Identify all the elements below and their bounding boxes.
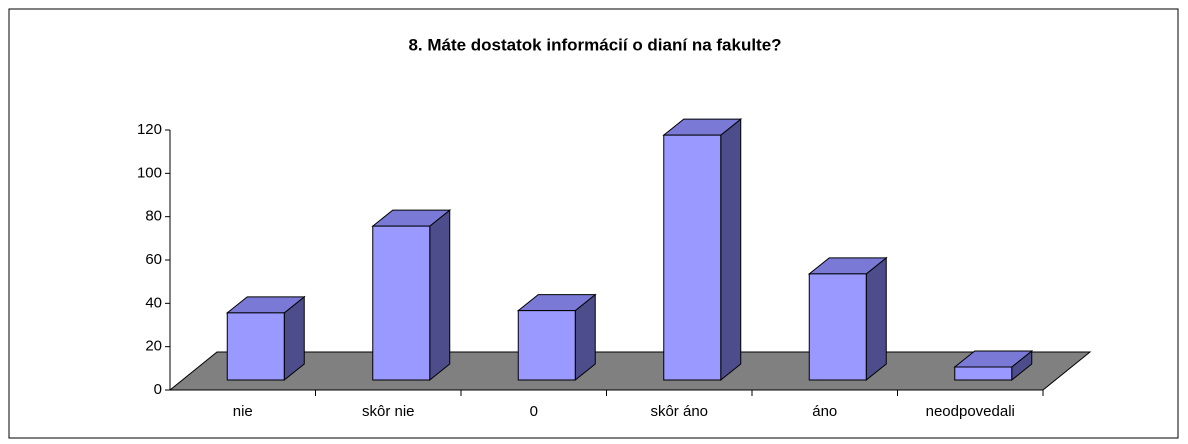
- chart-title: 8. Máte dostatok informácií o dianí na f…: [408, 35, 781, 54]
- bar-side: [865, 256, 887, 382]
- bar: [225, 295, 306, 382]
- x-tick-label: áno: [812, 403, 837, 420]
- y-tick-label: 40: [145, 294, 162, 311]
- floor: [168, 351, 1092, 391]
- bar: [807, 256, 888, 382]
- x-tick-label: nie: [233, 403, 253, 420]
- bar-front: [808, 273, 867, 381]
- bar-front: [663, 134, 722, 381]
- bar-front: [226, 312, 285, 381]
- bar: [371, 209, 452, 382]
- y-tick-label: 0: [154, 381, 162, 398]
- x-tick-label: skôr nie: [362, 403, 415, 420]
- y-tick-label: 100: [137, 164, 162, 181]
- bar: [953, 349, 1034, 382]
- y-tick-label: 20: [145, 338, 162, 355]
- bar-side: [720, 118, 742, 382]
- x-tick-label: skôr áno: [650, 403, 708, 420]
- y-tick-label: 120: [137, 121, 162, 138]
- bar-side: [429, 209, 451, 382]
- bar: [516, 293, 597, 382]
- y-tick-label: 60: [145, 251, 162, 268]
- bar: [662, 118, 743, 382]
- x-tick-label: 0: [530, 403, 538, 420]
- y-tick-label: 80: [145, 208, 162, 225]
- bar-front: [372, 225, 431, 381]
- x-tick-label: neodpovedali: [926, 403, 1015, 420]
- bar-front: [517, 310, 576, 381]
- bar-front: [954, 366, 1013, 381]
